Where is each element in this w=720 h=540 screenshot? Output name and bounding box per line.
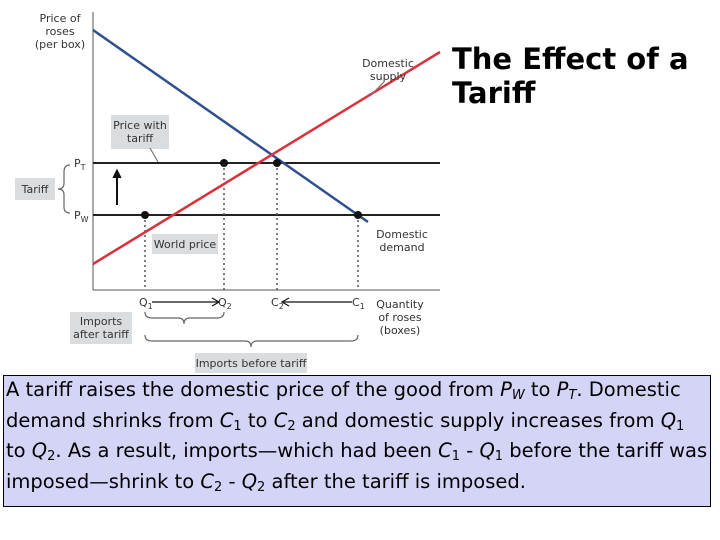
arrow-head	[211, 297, 221, 307]
x-axis-label: Quantity	[376, 298, 424, 311]
label: World price	[154, 238, 217, 251]
label: tariff	[127, 132, 154, 145]
caption-segment: C	[219, 408, 234, 432]
label-box	[111, 115, 169, 149]
slide-title: The Effect of a Tariff	[452, 42, 689, 110]
caption-segment: 2	[257, 479, 266, 495]
caption-segment: to	[241, 408, 274, 432]
label-box	[152, 234, 218, 254]
demand-curve	[92, 28, 369, 224]
point	[141, 211, 149, 219]
caption-segment: C	[438, 439, 452, 462]
caption-segment: to	[6, 439, 32, 462]
label-box	[195, 353, 307, 373]
tick-sub: 1	[360, 302, 365, 311]
caption-segment: -	[460, 439, 480, 462]
label-box	[70, 312, 132, 344]
caption-segment: Q	[241, 469, 258, 493]
caption-segment: to	[524, 378, 557, 401]
caption-segment: P	[556, 378, 569, 401]
tick-sub: 2	[227, 302, 232, 311]
caption-segment: W	[511, 388, 525, 403]
caption-segment: 2	[287, 418, 296, 434]
tick-letter: C	[271, 296, 279, 309]
tick-letter: P	[74, 157, 81, 170]
caption-segment: T	[568, 388, 577, 403]
point	[354, 211, 362, 219]
brace	[144, 334, 359, 348]
caption-segment: 1	[676, 418, 685, 434]
tick-sub: W	[81, 215, 89, 224]
tick-letter: C	[352, 296, 360, 309]
caption-segment: Q	[479, 439, 495, 462]
quantity-tick-label: C1	[352, 296, 365, 311]
label: Price with	[113, 119, 167, 132]
supply-label: Domestic	[362, 57, 414, 70]
caption-segment: 1	[233, 418, 242, 434]
tick-letter: Q	[218, 296, 227, 309]
label-box	[15, 178, 55, 200]
caption-segment: Q	[660, 408, 677, 432]
caption-segment: 1	[451, 449, 460, 464]
caption-segment: 2	[47, 449, 56, 464]
demand-label: demand	[379, 241, 424, 254]
pointer	[149, 147, 159, 163]
caption-segment: and domestic supply increases from	[295, 408, 661, 432]
caption-segment: before the tariff was imposed—shrink to	[6, 439, 708, 493]
quantity-tick-label: C2	[271, 296, 284, 311]
arrow-head	[112, 168, 122, 179]
caption-segment: 2	[213, 479, 223, 495]
y-axis-label: (per box)	[35, 38, 85, 51]
supply-label: supply	[370, 70, 407, 83]
quantity-tick-label: Q1	[139, 296, 153, 311]
tick-letter: Q	[139, 296, 148, 309]
caption-segment: Q	[31, 439, 48, 462]
arrow-head	[280, 297, 290, 307]
caption-segment: C	[200, 469, 214, 493]
tick-sub: 2	[279, 302, 284, 311]
brace	[144, 311, 225, 325]
caption-segment: A tariff raises the domestic price of th…	[6, 378, 501, 401]
x-axis-label: of roses	[378, 311, 422, 324]
tick-letter: P	[74, 209, 81, 222]
caption-segment: . As a result, imports—which had been	[55, 439, 439, 462]
tick-sub: T	[80, 163, 86, 172]
caption-segment: -	[222, 469, 242, 493]
price-tick-label: PT	[74, 157, 86, 172]
label: Imports	[80, 315, 123, 328]
point	[220, 159, 228, 167]
y-axis-label: Price of	[40, 12, 82, 25]
label: Imports before tariff	[196, 357, 307, 370]
caption-segment: after the tariff is imposed.	[265, 469, 526, 493]
quantity-tick-label: Q2	[218, 296, 232, 311]
caption-segment: C	[273, 408, 288, 432]
pointer	[369, 81, 385, 97]
caption-segment: . Domestic demand shrinks from	[6, 378, 681, 432]
price-tick-label: PW	[74, 209, 89, 224]
label: Tariff	[21, 183, 49, 196]
point	[273, 159, 281, 167]
y-axis-label: roses	[45, 25, 75, 38]
tick-sub: 1	[148, 302, 153, 311]
caption-segment: P	[500, 378, 512, 401]
caption: A tariff raises the domestic price of th…	[3, 375, 711, 507]
brace	[57, 164, 71, 214]
caption-segment: 1	[494, 449, 504, 464]
demand-label: Domestic	[376, 228, 428, 241]
x-axis-label: (boxes)	[380, 324, 421, 337]
label: after tariff	[73, 328, 129, 341]
supply-curve	[92, 50, 441, 266]
